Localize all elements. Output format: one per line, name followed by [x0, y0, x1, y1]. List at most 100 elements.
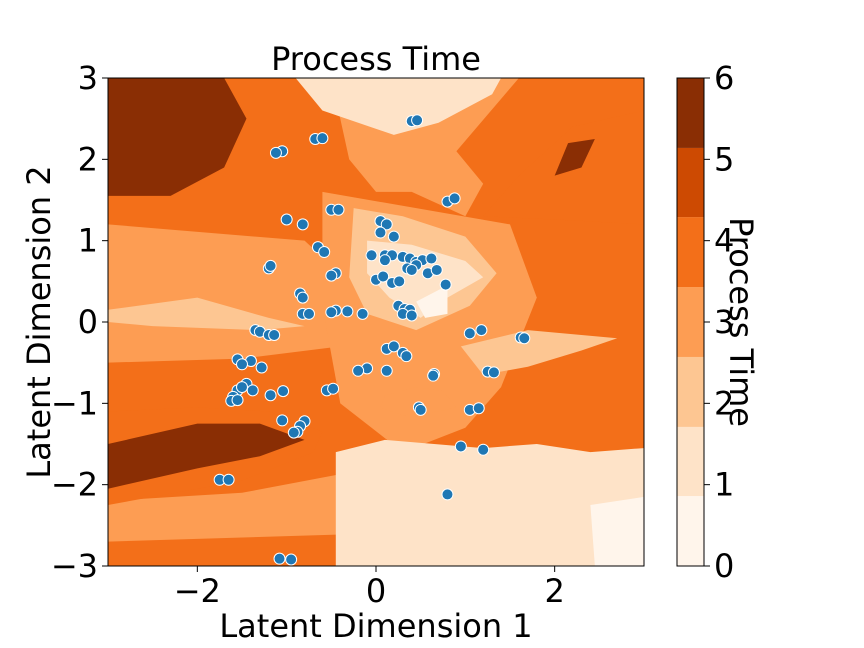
- colorbar-tick-label: 6: [714, 59, 734, 97]
- scatter-point: [454, 440, 467, 453]
- scatter-point: [518, 332, 531, 345]
- scatter-point: [356, 307, 369, 320]
- scatter-point: [387, 230, 400, 243]
- y-tick-label: −3: [51, 547, 98, 585]
- colorbar-segment: [677, 147, 704, 218]
- scatter-point: [316, 132, 329, 145]
- scatter-point: [425, 252, 438, 265]
- scatter-point: [327, 382, 340, 395]
- colorbar-tick-label: 5: [714, 140, 734, 178]
- scatter-point: [268, 329, 281, 342]
- x-tick-label: 2: [544, 572, 564, 610]
- scatter-point: [318, 246, 331, 259]
- scatter-point: [222, 473, 235, 486]
- scatter-point: [374, 226, 387, 239]
- scatter-point: [475, 324, 488, 337]
- scatter-point: [277, 385, 290, 398]
- scatter-point: [400, 350, 413, 363]
- contour-region: [554, 139, 595, 176]
- y-tick-label: −2: [51, 466, 98, 504]
- scatter-point: [280, 213, 293, 226]
- scatter-layer: [213, 114, 531, 566]
- colorbar-tick-label: 3: [714, 303, 734, 341]
- scatter-point: [448, 192, 461, 205]
- scatter-point: [303, 307, 315, 320]
- colorbar-segment: [677, 217, 704, 288]
- colorbar-segment: [677, 356, 704, 427]
- scatter-point: [380, 364, 393, 377]
- scatter-point: [341, 305, 354, 318]
- scatter-point: [269, 146, 282, 159]
- scatter-point: [377, 270, 390, 283]
- y-tick-label: −1: [51, 384, 98, 422]
- scatter-point: [439, 278, 452, 291]
- scatter-point: [472, 402, 485, 415]
- y-tick-label: 3: [78, 59, 98, 97]
- scatter-point: [427, 369, 440, 382]
- colorbar-tick-label: 1: [714, 466, 734, 504]
- colorbar-tick-label: 4: [714, 222, 734, 260]
- y-tick-label: 1: [78, 222, 98, 260]
- y-tick-label: 0: [78, 303, 98, 341]
- contour-region: [295, 78, 502, 135]
- x-tick-label: −2: [174, 572, 221, 610]
- contour-region: [380, 387, 457, 416]
- scatter-point: [387, 340, 400, 353]
- scatter-point: [255, 361, 268, 374]
- chart-title: Process Time: [271, 40, 481, 78]
- scatter-point: [325, 269, 338, 282]
- colorbar-segment: [677, 287, 704, 357]
- colorbar-segment: [677, 496, 704, 566]
- scatter-point: [325, 306, 338, 319]
- colorbar: 0 1 2 3 4 5 6: [676, 59, 734, 585]
- contour-region: [590, 496, 644, 566]
- scatter-point: [430, 263, 443, 276]
- scatter-point: [246, 384, 259, 397]
- scatter-point: [393, 275, 406, 288]
- scatter-point: [236, 358, 248, 371]
- colorbar-segment: [677, 78, 704, 148]
- scatter-point: [287, 426, 300, 439]
- contour-region: [367, 240, 484, 318]
- scatter-point: [411, 114, 424, 127]
- scatter-point: [365, 249, 378, 262]
- contour-region: [108, 297, 305, 331]
- x-axis-label: Latent Dimension 1: [219, 607, 532, 645]
- scatter-point: [405, 263, 418, 276]
- colorbar-tick-label: 0: [714, 547, 734, 585]
- scatter-point: [264, 389, 277, 402]
- scatter-point: [441, 488, 454, 501]
- plot-area: [108, 78, 644, 566]
- y-axis: −3 −2 −1 0 1 2 3: [51, 59, 108, 585]
- scatter-point: [236, 381, 248, 394]
- scatter-point: [264, 259, 277, 272]
- colorbar-label: Process Time: [722, 217, 760, 427]
- x-tick-label: 0: [366, 572, 386, 610]
- scatter-point: [296, 218, 309, 231]
- colorbar-tick-label: 2: [714, 384, 734, 422]
- scatter-point: [332, 203, 345, 216]
- scatter-point: [296, 291, 309, 304]
- scatter-point: [378, 254, 391, 267]
- y-axis-label: Latent Dimension 2: [20, 165, 58, 478]
- contour-region: [108, 78, 247, 196]
- contour-region: [416, 285, 448, 318]
- scatter-point: [477, 443, 490, 456]
- scatter-point: [273, 552, 286, 565]
- scatter-point: [463, 327, 476, 340]
- scatter-point: [285, 553, 298, 566]
- colorbar-segment: [677, 426, 704, 497]
- y-tick-label: 2: [78, 140, 98, 178]
- contour-region: [335, 439, 644, 566]
- x-axis: −2 0 2: [174, 566, 565, 610]
- scatter-point: [231, 394, 244, 407]
- contour-fill-group: [108, 78, 644, 566]
- scatter-point: [380, 218, 393, 231]
- contour-region: [108, 423, 305, 489]
- scatter-point: [405, 309, 418, 322]
- scatter-point: [414, 403, 427, 416]
- scatter-point: [352, 364, 365, 377]
- scatter-point: [276, 414, 289, 427]
